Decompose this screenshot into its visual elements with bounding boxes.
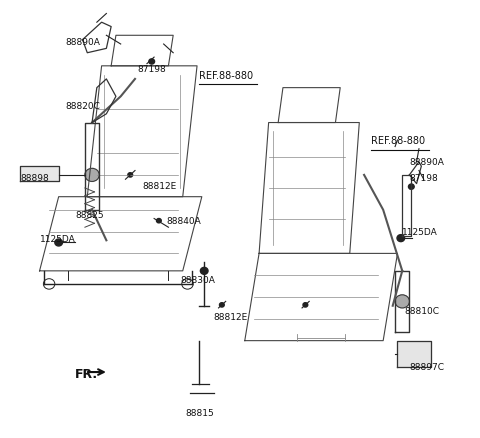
Circle shape — [85, 169, 99, 182]
Polygon shape — [21, 167, 59, 182]
Text: 88810C: 88810C — [405, 306, 440, 315]
Text: 88815: 88815 — [185, 408, 214, 417]
Circle shape — [55, 240, 62, 247]
Circle shape — [303, 303, 308, 307]
Circle shape — [149, 60, 155, 65]
Text: 88820C: 88820C — [66, 101, 101, 110]
Text: 1125DA: 1125DA — [402, 228, 438, 237]
Text: REF.88-880: REF.88-880 — [199, 71, 253, 80]
Circle shape — [395, 295, 409, 308]
Text: 1125DA: 1125DA — [39, 234, 75, 243]
Text: 88890A: 88890A — [66, 38, 101, 47]
Text: 87198: 87198 — [137, 64, 166, 73]
Circle shape — [200, 268, 208, 275]
Polygon shape — [397, 341, 431, 367]
Text: 87198: 87198 — [409, 173, 438, 182]
Circle shape — [408, 184, 414, 190]
Text: 88825: 88825 — [75, 210, 104, 219]
Circle shape — [219, 303, 224, 307]
Circle shape — [397, 235, 405, 242]
Text: 88812E: 88812E — [142, 182, 177, 191]
Circle shape — [156, 219, 161, 223]
Text: 88897C: 88897C — [409, 363, 444, 371]
Text: REF.88-880: REF.88-880 — [371, 136, 425, 146]
Text: 88890A: 88890A — [409, 158, 444, 167]
Circle shape — [128, 173, 132, 178]
Text: FR.: FR. — [75, 367, 98, 380]
Text: 88898: 88898 — [21, 173, 49, 182]
Text: 88830A: 88830A — [180, 276, 215, 284]
Text: 88812E: 88812E — [214, 312, 248, 321]
Text: 88840A: 88840A — [166, 217, 201, 226]
